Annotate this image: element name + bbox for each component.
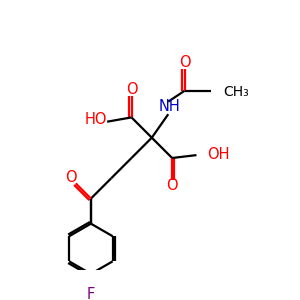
Text: NH: NH [158, 99, 180, 114]
Text: HO: HO [84, 112, 107, 128]
Text: O: O [166, 178, 178, 193]
Text: OH: OH [207, 147, 230, 162]
Text: F: F [87, 287, 95, 300]
Text: O: O [179, 56, 190, 70]
Text: O: O [126, 82, 137, 97]
Text: CH₃: CH₃ [223, 85, 249, 99]
Text: O: O [65, 169, 77, 184]
